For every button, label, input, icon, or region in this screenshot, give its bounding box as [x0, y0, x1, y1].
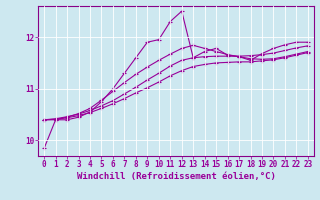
- X-axis label: Windchill (Refroidissement éolien,°C): Windchill (Refroidissement éolien,°C): [76, 172, 276, 181]
